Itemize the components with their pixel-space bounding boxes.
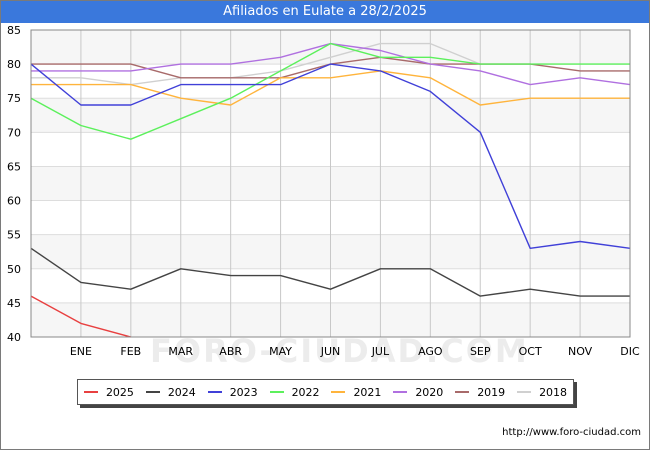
x-tick-label: MAR — [168, 345, 193, 358]
series-line-2021 — [31, 70, 630, 106]
legend-label: 2025 — [105, 385, 134, 399]
x-tick-label: SEP — [470, 345, 491, 358]
legend-swatch — [331, 391, 346, 393]
series-line-2023 — [30, 63, 631, 250]
y-tick-label: 85 — [7, 24, 21, 37]
x-tick-label: NOV — [568, 345, 593, 358]
x-tick-label: MAY — [269, 345, 292, 358]
y-tick-label: 45 — [7, 297, 21, 310]
x-tick-label: ABR — [219, 345, 242, 358]
legend-item-2024: 2024 — [145, 385, 196, 399]
y-tick-label: 60 — [7, 195, 21, 208]
y-tick-label: 80 — [7, 58, 21, 71]
legend-swatch — [207, 391, 222, 393]
legend-item-2020: 2020 — [393, 386, 443, 399]
legend-item-2022: 2022 — [269, 385, 320, 399]
y-tick-label: 50 — [7, 263, 21, 276]
legend-swatch — [269, 391, 284, 393]
axes — [30, 29, 631, 338]
x-tick-label: JUN — [320, 345, 341, 358]
legend-label: 2019 — [477, 385, 506, 399]
y-tick-label: 55 — [7, 229, 21, 242]
legend-item-2019: 2019 — [455, 386, 505, 399]
chart-title: Afiliados en Eulate a 28/2/2025 — [1, 1, 649, 23]
legend-label: 2024 — [167, 385, 196, 399]
y-tick-label: 75 — [7, 92, 21, 105]
legend-item-2021: 2021 — [331, 386, 381, 399]
source-url: http://www.foro-ciudad.com — [502, 427, 641, 438]
legend-item-2018: 2018 — [517, 386, 567, 399]
x-tick-label: DIC — [620, 345, 640, 358]
legend-swatch — [145, 391, 160, 393]
legend-swatch — [83, 391, 98, 393]
y-tick-label: 70 — [7, 126, 21, 139]
y-tick-label: 40 — [7, 331, 21, 344]
y-tick-label: 65 — [7, 160, 21, 173]
x-tick-label: AGO — [418, 345, 443, 358]
x-tick-label: JUL — [371, 345, 390, 358]
series-lines — [30, 42, 631, 338]
legend-swatch — [517, 391, 532, 393]
legend: 2025 2024 2023 2022 2021 2020 2019 2018 — [77, 379, 574, 405]
legend-swatch — [393, 391, 408, 393]
series-line-2018 — [31, 42, 481, 86]
series-line-2024 — [30, 247, 630, 297]
legend-item-2023: 2023 — [207, 385, 258, 399]
series-line-2025 — [30, 295, 131, 338]
tick-labels: 40 45 50 55 60 65 70 75 80 85 ENE FEB MAR ABR MAY JUN JU… — [7, 24, 640, 358]
watermark: FORO-CIUDAD.COM — [150, 332, 529, 370]
legend-swatch — [455, 391, 470, 393]
series-line-2022 — [30, 42, 630, 140]
plot-border — [30, 29, 631, 338]
legend-label: 2021 — [353, 385, 382, 399]
legend-label: 2023 — [229, 385, 258, 399]
x-tick-label: OCT — [519, 345, 542, 358]
legend-label: 2022 — [291, 385, 320, 399]
x-tick-label: FEB — [120, 345, 141, 358]
legend-label: 2020 — [415, 385, 444, 399]
legend-item-2025: 2025 — [83, 385, 134, 399]
legend-label: 2018 — [539, 385, 568, 399]
x-tick-label: ENE — [70, 345, 92, 358]
